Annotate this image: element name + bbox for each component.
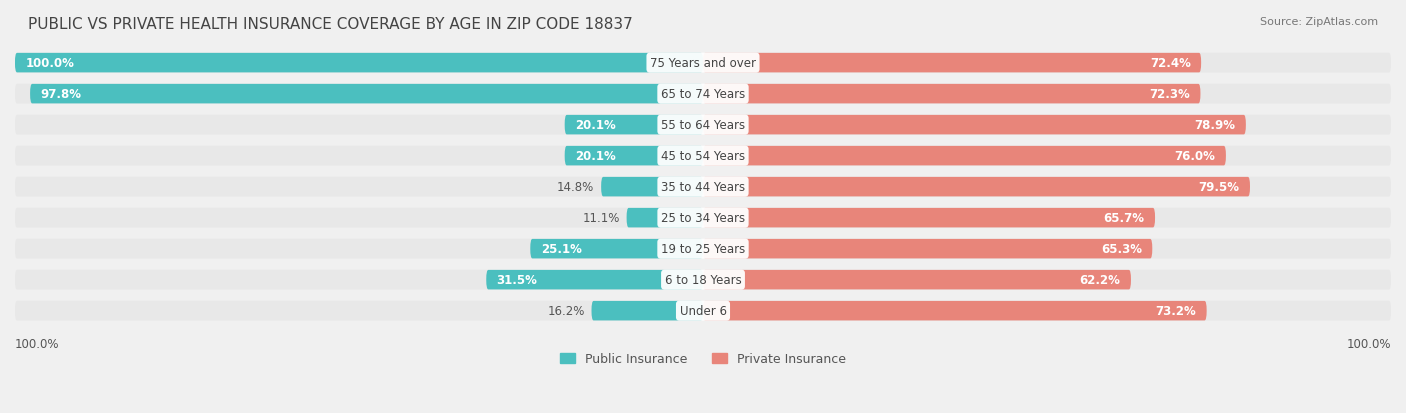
FancyBboxPatch shape	[15, 301, 1391, 321]
Text: 100.0%: 100.0%	[15, 337, 59, 350]
Text: PUBLIC VS PRIVATE HEALTH INSURANCE COVERAGE BY AGE IN ZIP CODE 18837: PUBLIC VS PRIVATE HEALTH INSURANCE COVER…	[28, 17, 633, 31]
Text: 6 to 18 Years: 6 to 18 Years	[665, 273, 741, 287]
Text: 55 to 64 Years: 55 to 64 Years	[661, 119, 745, 132]
Text: 11.1%: 11.1%	[582, 211, 620, 225]
Text: 72.4%: 72.4%	[1150, 57, 1191, 70]
Text: 79.5%: 79.5%	[1199, 181, 1240, 194]
FancyBboxPatch shape	[530, 239, 703, 259]
Text: 62.2%: 62.2%	[1080, 273, 1121, 287]
Text: 72.3%: 72.3%	[1149, 88, 1189, 101]
FancyBboxPatch shape	[15, 239, 1391, 259]
FancyBboxPatch shape	[15, 146, 1391, 166]
Text: 25.1%: 25.1%	[541, 242, 582, 256]
FancyBboxPatch shape	[15, 85, 1391, 104]
FancyBboxPatch shape	[486, 270, 703, 290]
FancyBboxPatch shape	[703, 147, 1226, 166]
Text: 20.1%: 20.1%	[575, 119, 616, 132]
FancyBboxPatch shape	[565, 147, 703, 166]
FancyBboxPatch shape	[703, 116, 1246, 135]
Text: 45 to 54 Years: 45 to 54 Years	[661, 150, 745, 163]
Text: 16.2%: 16.2%	[547, 304, 585, 318]
FancyBboxPatch shape	[565, 116, 703, 135]
FancyBboxPatch shape	[15, 54, 703, 73]
Text: Source: ZipAtlas.com: Source: ZipAtlas.com	[1260, 17, 1378, 26]
FancyBboxPatch shape	[703, 301, 1206, 320]
FancyBboxPatch shape	[30, 85, 703, 104]
Text: 65.7%: 65.7%	[1104, 211, 1144, 225]
FancyBboxPatch shape	[703, 85, 1201, 104]
FancyBboxPatch shape	[703, 270, 1130, 290]
FancyBboxPatch shape	[15, 177, 1391, 197]
FancyBboxPatch shape	[703, 209, 1156, 228]
FancyBboxPatch shape	[602, 178, 703, 197]
FancyBboxPatch shape	[15, 270, 1391, 290]
Text: 19 to 25 Years: 19 to 25 Years	[661, 242, 745, 256]
Text: 100.0%: 100.0%	[25, 57, 75, 70]
Text: 65 to 74 Years: 65 to 74 Years	[661, 88, 745, 101]
FancyBboxPatch shape	[15, 208, 1391, 228]
FancyBboxPatch shape	[703, 239, 1153, 259]
Text: 25 to 34 Years: 25 to 34 Years	[661, 211, 745, 225]
FancyBboxPatch shape	[592, 301, 703, 320]
Text: 31.5%: 31.5%	[496, 273, 537, 287]
FancyBboxPatch shape	[15, 115, 1391, 135]
Text: 97.8%: 97.8%	[41, 88, 82, 101]
Text: 35 to 44 Years: 35 to 44 Years	[661, 181, 745, 194]
Text: 78.9%: 78.9%	[1195, 119, 1236, 132]
FancyBboxPatch shape	[627, 209, 703, 228]
Text: 100.0%: 100.0%	[1347, 337, 1391, 350]
Text: 75 Years and over: 75 Years and over	[650, 57, 756, 70]
Text: 14.8%: 14.8%	[557, 181, 595, 194]
Text: 20.1%: 20.1%	[575, 150, 616, 163]
Text: 65.3%: 65.3%	[1101, 242, 1142, 256]
Text: 76.0%: 76.0%	[1174, 150, 1216, 163]
FancyBboxPatch shape	[703, 54, 1201, 73]
FancyBboxPatch shape	[15, 54, 1391, 74]
Text: Under 6: Under 6	[679, 304, 727, 318]
Legend: Public Insurance, Private Insurance: Public Insurance, Private Insurance	[555, 347, 851, 370]
FancyBboxPatch shape	[703, 178, 1250, 197]
Text: 73.2%: 73.2%	[1156, 304, 1197, 318]
